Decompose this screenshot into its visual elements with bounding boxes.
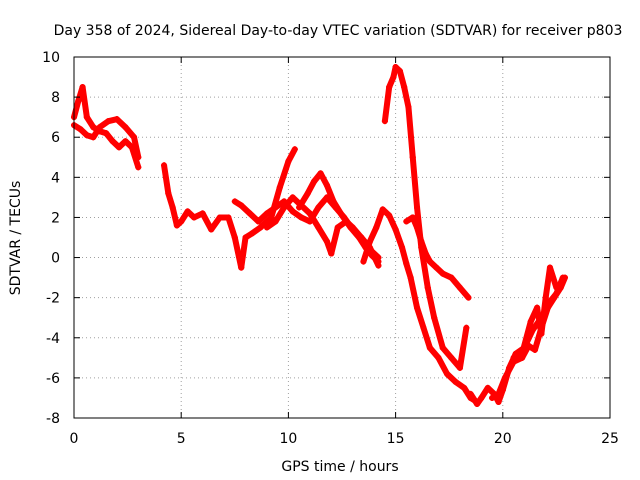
series-segment	[435, 354, 451, 377]
y-tick-label: -4	[46, 331, 60, 347]
series-12	[510, 264, 560, 361]
series-segment	[420, 324, 433, 351]
series-segment	[538, 294, 549, 337]
series-segment	[409, 154, 421, 211]
data-point	[135, 164, 142, 171]
series-2	[71, 116, 142, 161]
series-segment	[131, 134, 142, 161]
series-segment	[501, 358, 517, 381]
series-segment	[414, 304, 427, 331]
chart-title: Day 358 of 2024, Sidereal Day-to-day VTE…	[54, 23, 623, 39]
y-axis-ticks: -8 -6 -4 -2 0 2 4 6 8 10	[42, 50, 610, 427]
x-tick-label: 20	[494, 431, 512, 447]
series-segment	[285, 146, 298, 165]
x-tick-label: 25	[601, 431, 619, 447]
x-axis-ticks: 0 5 10 15 20 25	[70, 57, 619, 447]
y-tick-label: 10	[42, 50, 60, 66]
plot-frame	[73, 56, 611, 419]
series-segment	[456, 284, 472, 301]
y-tick-label: 8	[51, 90, 60, 106]
series-3	[161, 146, 298, 271]
grid	[74, 57, 610, 418]
y-tick-label: 0	[51, 251, 60, 267]
series-4	[231, 194, 382, 261]
series-segment	[392, 226, 406, 251]
data-series	[71, 64, 568, 407]
series-segment	[418, 244, 431, 291]
series-segment	[276, 158, 292, 191]
series-segment	[519, 318, 534, 357]
series-segment	[407, 274, 421, 311]
y-tick-label: -6	[46, 371, 60, 387]
series-segment	[238, 234, 249, 271]
series-segment	[360, 238, 373, 265]
series-segment	[225, 214, 238, 241]
x-tick-label: 0	[70, 431, 79, 447]
series-segment	[546, 264, 560, 291]
y-axis-label: SDTVAR / TECUs	[8, 181, 24, 296]
series-segment	[424, 284, 438, 321]
data-point	[375, 258, 382, 265]
series-segment	[401, 84, 412, 111]
y-tick-label: 6	[51, 130, 60, 146]
series-segment	[369, 252, 382, 265]
series-segment	[128, 144, 142, 171]
data-point	[465, 294, 472, 301]
series-8	[381, 64, 470, 371]
series-9	[403, 214, 472, 301]
y-tick-label: -2	[46, 291, 60, 307]
data-point	[561, 274, 568, 281]
series-segment	[405, 104, 416, 161]
data-point	[291, 146, 298, 153]
series-segment	[161, 162, 172, 197]
series-segment	[456, 324, 470, 371]
y-tick-label: 2	[51, 210, 60, 226]
x-tick-label: 15	[387, 431, 405, 447]
series-segment	[79, 84, 90, 121]
x-tick-label: 5	[177, 431, 186, 447]
data-point	[463, 324, 470, 331]
series-segment	[431, 314, 446, 351]
y-tick-label: 4	[51, 170, 60, 186]
data-point	[135, 154, 142, 161]
series-segment	[381, 84, 393, 125]
series-segment	[328, 224, 341, 257]
y-tick-label: -8	[46, 411, 60, 427]
x-tick-label: 10	[279, 431, 297, 447]
x-axis-label: GPS time / hours	[281, 459, 398, 475]
data-point	[553, 284, 560, 291]
series-10	[467, 274, 566, 407]
